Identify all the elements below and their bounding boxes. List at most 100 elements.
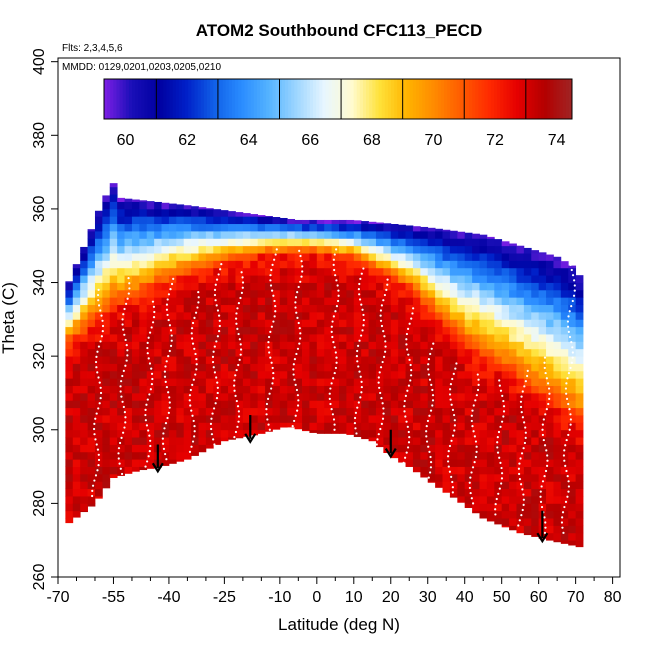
heatmap-cell bbox=[139, 319, 148, 328]
heatmap-cell bbox=[420, 260, 429, 269]
profile-point bbox=[265, 413, 268, 416]
heatmap-cell bbox=[87, 326, 96, 335]
heatmap-cell bbox=[449, 230, 458, 232]
heatmap-cell bbox=[442, 459, 451, 467]
heatmap-cell bbox=[501, 348, 510, 357]
heatmap-cell bbox=[575, 481, 584, 490]
heatmap-cell bbox=[479, 510, 488, 519]
colorbar-swatch bbox=[147, 79, 152, 119]
heatmap-cell bbox=[509, 326, 517, 335]
heatmap-cell bbox=[316, 356, 325, 364]
heatmap-cell bbox=[205, 319, 214, 328]
heatmap-cell bbox=[509, 503, 517, 512]
heatmap-cell bbox=[457, 444, 466, 453]
heatmap-cell bbox=[213, 356, 222, 364]
heatmap-cell bbox=[213, 267, 222, 276]
profile-point bbox=[567, 485, 570, 488]
profile-point bbox=[564, 444, 567, 447]
heatmap-cell bbox=[87, 229, 96, 232]
profile-point bbox=[451, 491, 454, 494]
colorbar-swatch bbox=[331, 79, 336, 119]
heatmap-cell bbox=[228, 363, 236, 372]
heatmap-cell bbox=[368, 231, 377, 239]
heatmap-cell bbox=[309, 253, 318, 261]
heatmap-cell bbox=[553, 326, 562, 335]
heatmap-cell bbox=[87, 267, 96, 276]
heatmap-cell bbox=[161, 392, 170, 401]
profile-point bbox=[449, 398, 452, 401]
profile-point bbox=[96, 448, 100, 451]
profile-point bbox=[168, 324, 172, 327]
heatmap-cell bbox=[324, 223, 332, 232]
heatmap-cell bbox=[117, 245, 125, 254]
heatmap-cell bbox=[242, 400, 251, 409]
heatmap-cell bbox=[472, 407, 480, 416]
heatmap-cell bbox=[279, 275, 288, 283]
heatmap-cell bbox=[242, 429, 251, 437]
heatmap-cell bbox=[72, 451, 81, 460]
heatmap-cell bbox=[375, 422, 384, 431]
colorbar-swatch bbox=[497, 79, 501, 119]
heatmap-cell bbox=[131, 282, 140, 291]
heatmap-cell bbox=[523, 289, 532, 298]
x-tick-label: 40 bbox=[456, 589, 474, 606]
heatmap-cell bbox=[302, 245, 310, 254]
heatmap-cell bbox=[346, 311, 355, 320]
heatmap-cell bbox=[154, 348, 162, 357]
heatmap-cell bbox=[257, 378, 266, 386]
profile-point bbox=[565, 438, 568, 442]
heatmap-cell bbox=[427, 289, 436, 298]
profile-point bbox=[270, 268, 273, 272]
heatmap-cell bbox=[457, 289, 466, 298]
heatmap-cell bbox=[375, 238, 384, 247]
heatmap-cell bbox=[324, 311, 332, 320]
heatmap-cell bbox=[80, 422, 88, 431]
heatmap-cell bbox=[568, 540, 577, 546]
heatmap-cell bbox=[191, 289, 199, 298]
heatmap-cell bbox=[94, 407, 103, 416]
heatmap-cell bbox=[361, 282, 369, 291]
heatmap-cell bbox=[472, 289, 480, 298]
heatmap-cell bbox=[294, 267, 303, 276]
profile-point bbox=[524, 431, 527, 434]
heatmap-cell bbox=[94, 348, 103, 357]
heatmap-cell bbox=[146, 451, 155, 460]
heatmap-cell bbox=[131, 429, 140, 438]
y-tick-label: 360 bbox=[31, 195, 48, 222]
heatmap-cell bbox=[124, 451, 133, 460]
heatmap-cell bbox=[486, 481, 495, 490]
profile-point bbox=[146, 352, 149, 355]
heatmap-cell bbox=[568, 510, 577, 519]
heatmap-cell bbox=[80, 246, 88, 254]
heatmap-cell bbox=[509, 289, 517, 298]
heatmap-cell bbox=[339, 341, 347, 350]
profile-point bbox=[335, 304, 339, 308]
heatmap-cell bbox=[302, 415, 310, 423]
colorbar-swatch bbox=[366, 79, 370, 119]
heatmap-cell bbox=[146, 363, 155, 372]
heatmap-cell bbox=[538, 334, 547, 342]
profile-point bbox=[568, 428, 571, 431]
heatmap-cell bbox=[228, 275, 236, 283]
heatmap-cell bbox=[205, 429, 214, 438]
heatmap-cell bbox=[205, 370, 214, 379]
heatmap-cell bbox=[72, 267, 81, 276]
heatmap-cell bbox=[442, 392, 451, 401]
profile-point bbox=[168, 349, 171, 353]
profile-point bbox=[272, 294, 275, 297]
profile-point bbox=[455, 362, 458, 365]
heatmap-cell bbox=[316, 319, 325, 328]
heatmap-cell bbox=[265, 238, 273, 247]
profile-point bbox=[267, 423, 270, 426]
colorbar-swatch bbox=[200, 79, 205, 119]
heatmap-cell bbox=[398, 459, 406, 463]
heatmap-cell bbox=[176, 429, 185, 438]
colorbar-swatch bbox=[297, 79, 302, 119]
heatmap-cell bbox=[472, 503, 480, 512]
heatmap-cell bbox=[339, 253, 347, 261]
colorbar-swatch bbox=[490, 79, 495, 119]
heatmap-cell bbox=[220, 326, 229, 335]
profile-point bbox=[121, 374, 124, 378]
profile-point bbox=[519, 457, 522, 460]
heatmap-cell bbox=[435, 289, 443, 298]
